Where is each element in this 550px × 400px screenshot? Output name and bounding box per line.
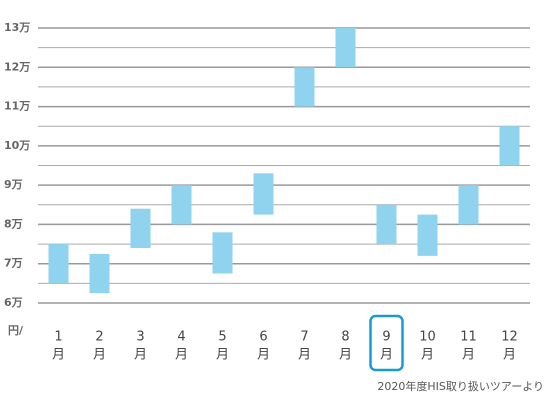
range-bar (335, 28, 356, 68)
x-tick-suffix: 月 (298, 348, 311, 363)
x-tick-label: 5 (218, 330, 226, 345)
x-tick-suffix: 月 (216, 348, 229, 363)
x-tick-suffix: 月 (175, 348, 188, 363)
y-tick-label: 7万 (4, 257, 23, 270)
x-tick-label: 8 (341, 330, 349, 345)
x-tick-suffix: 月 (380, 348, 393, 363)
y-tick-label: 8万 (4, 217, 23, 230)
x-tick-label: 6 (259, 330, 267, 345)
x-tick-label: 3 (136, 330, 144, 345)
x-tick-suffix: 月 (134, 348, 147, 363)
range-bar (89, 253, 110, 294)
y-tick-label: 9万 (4, 178, 23, 191)
range-bar (253, 173, 274, 215)
x-tick-suffix: 月 (257, 348, 270, 363)
x-tick-suffix: 月 (93, 348, 106, 363)
x-tick-label: 7 (300, 330, 308, 345)
x-tick-label: 10 (419, 330, 436, 345)
x-tick-label: 4 (177, 330, 185, 345)
y-tick-label: 13万 (4, 21, 30, 34)
unit-label: 円/ (8, 324, 24, 337)
range-bar (458, 185, 479, 225)
range-bar (130, 208, 151, 248)
y-tick-label: 10万 (4, 139, 30, 152)
range-bar (499, 126, 520, 166)
x-tick-suffix: 月 (52, 348, 65, 363)
x-tick-label: 1 (54, 330, 62, 345)
x-tick-label: 12 (501, 330, 518, 345)
range-bar (376, 204, 397, 245)
x-tick-suffix: 月 (339, 348, 352, 363)
x-tick-label: 11 (460, 330, 477, 345)
x-tick-label: 9 (382, 330, 390, 345)
range-bar (417, 214, 438, 256)
x-tick-suffix: 月 (462, 348, 475, 363)
y-tick-label: 6万 (4, 296, 23, 309)
range-bar (48, 244, 69, 284)
range-bar (171, 185, 192, 225)
highlight-box (369, 314, 404, 372)
x-tick-label: 2 (95, 330, 103, 345)
y-tick-label: 11万 (4, 100, 30, 113)
range-bar (294, 67, 315, 107)
range-bar (212, 232, 233, 274)
x-tick-suffix: 月 (421, 348, 434, 363)
footnote: 2020年度HIS取り扱いツアーより (377, 379, 544, 393)
y-tick-label: 12万 (4, 60, 30, 73)
x-tick-suffix: 月 (503, 348, 516, 363)
